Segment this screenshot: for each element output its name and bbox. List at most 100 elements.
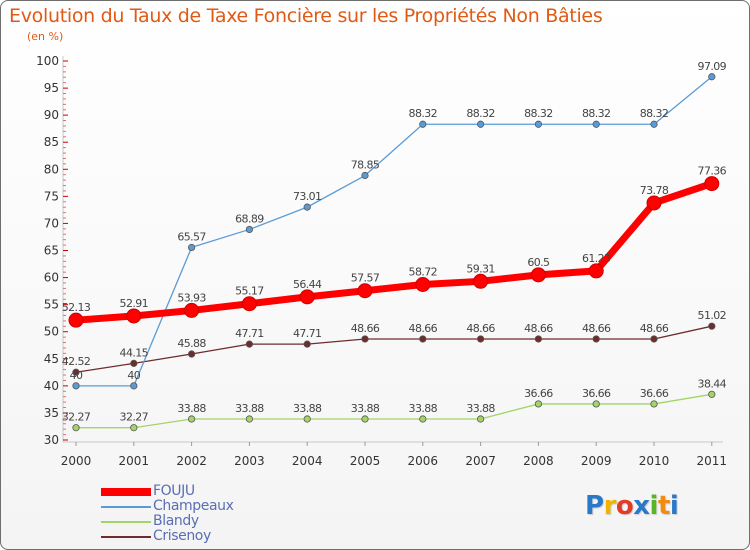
data-point-fouju [357, 283, 373, 299]
y-tick-label: 45 [44, 352, 59, 366]
data-label-fouju: 57.57 [351, 272, 380, 285]
series-layer [68, 73, 720, 432]
data-label-fouju: 61.23 [582, 252, 611, 265]
data-point-fouju [588, 263, 604, 279]
data-label-crisenoy: 48.66 [640, 322, 669, 335]
data-label-crisenoy: 51.02 [698, 309, 727, 322]
data-point-blandy [650, 400, 658, 408]
data-label-fouju: 52.13 [62, 301, 91, 314]
data-label-crisenoy: 47.71 [293, 327, 322, 340]
logo-letter: t [657, 491, 670, 521]
data-label-blandy: 32.27 [120, 411, 149, 424]
data-label-champeaux: 78.85 [351, 159, 380, 172]
data-label-blandy: 33.88 [409, 402, 438, 415]
data-labels-layer: 32.27 32.27 33.88 33.88 33.88 33.88 33.88 33.88… [62, 60, 727, 424]
logo-letter: i [649, 491, 659, 521]
series-line-champeaux [75, 76, 713, 387]
data-point-fouju [704, 176, 720, 192]
data-point-crisenoy [361, 335, 369, 343]
data-label-fouju: 56.44 [293, 278, 322, 291]
data-label-crisenoy: 48.66 [582, 322, 611, 335]
data-point-champeaux [245, 225, 253, 234]
data-label-champeaux: 73.01 [293, 190, 322, 203]
y-tick-label: 50 [44, 325, 59, 339]
data-point-blandy [534, 400, 543, 408]
data-point-champeaux [188, 243, 196, 252]
data-label-fouju: 60.5 [527, 256, 550, 269]
data-point-blandy [708, 390, 716, 398]
data-point-crisenoy [708, 322, 716, 330]
logo-letter: o [615, 491, 634, 521]
data-label-blandy: 36.66 [524, 387, 553, 400]
data-point-champeaux [476, 120, 485, 128]
data-point-blandy [476, 415, 485, 423]
data-point-blandy [72, 424, 80, 432]
data-point-crisenoy [476, 335, 485, 343]
logo-letter: r [603, 491, 617, 521]
y-tick-label: 60 [44, 271, 59, 285]
data-label-fouju: 55.17 [235, 285, 264, 298]
data-point-blandy [361, 415, 369, 423]
y-tick-label: 90 [44, 108, 59, 122]
data-point-champeaux [650, 120, 658, 128]
chart-title: Evolution du Taux de Taxe Foncière sur l… [9, 5, 603, 27]
data-label-champeaux: 88.32 [640, 107, 669, 120]
y-tick-label: 35 [44, 406, 59, 420]
data-point-crisenoy [72, 368, 80, 376]
data-label-fouju: 52.91 [120, 297, 149, 310]
y-tick-label: 40 [44, 379, 59, 393]
data-label-crisenoy: 42.52 [62, 355, 91, 368]
x-tick-label: 2000 [61, 454, 92, 468]
data-point-fouju [184, 302, 200, 318]
data-label-crisenoy: 44.15 [120, 346, 149, 359]
data-label-blandy: 32.27 [62, 411, 91, 424]
data-point-crisenoy [130, 359, 138, 367]
series-line-blandy [75, 393, 713, 429]
x-tick-label: 2003 [234, 454, 265, 468]
data-point-fouju [68, 312, 84, 328]
data-point-crisenoy [188, 350, 196, 358]
y-tick-label: 55 [44, 298, 59, 312]
legend-label: Crisenoy [153, 528, 211, 544]
data-label-fouju: 73.78 [640, 184, 669, 197]
data-label-blandy: 33.88 [466, 402, 495, 415]
data-point-crisenoy [419, 335, 427, 343]
data-label-blandy: 36.66 [582, 387, 611, 400]
series-line-fouju [72, 180, 716, 324]
chart-axes: 30 35 40 45 50 55 60 65 70 75 80 85 90 95 100 2000 2001 2… [36, 54, 727, 468]
x-tick-label: 2008 [523, 454, 554, 468]
data-point-fouju [646, 195, 662, 211]
data-label-crisenoy: 48.66 [409, 322, 438, 335]
data-label-fouju: 58.72 [409, 266, 438, 279]
y-tick-label: 30 [44, 433, 59, 447]
data-point-fouju [415, 277, 431, 293]
legend-swatch [101, 521, 151, 523]
data-point-blandy [592, 400, 600, 408]
data-label-blandy: 33.88 [177, 402, 206, 415]
y-tick-label: 100 [36, 54, 59, 68]
data-point-champeaux [534, 120, 543, 128]
data-point-crisenoy [245, 340, 253, 348]
data-point-crisenoy [592, 335, 600, 343]
data-label-fouju: 53.93 [177, 291, 206, 304]
data-point-crisenoy [650, 335, 658, 343]
data-label-blandy: 33.88 [235, 402, 264, 415]
data-label-champeaux: 97.09 [698, 60, 727, 73]
data-label-champeaux: 65.57 [177, 230, 206, 243]
x-tick-label: 2006 [408, 454, 439, 468]
data-label-crisenoy: 47.71 [235, 327, 264, 340]
series-line-crisenoy [75, 325, 713, 373]
y-tick-label: 95 [44, 81, 59, 95]
y-tick-label: 70 [44, 216, 59, 230]
legend-swatch [101, 488, 151, 496]
data-point-champeaux [72, 382, 80, 390]
x-tick-label: 2007 [465, 454, 496, 468]
data-point-fouju [530, 267, 546, 283]
chart-subtitle: (en %) [27, 30, 64, 43]
data-label-blandy: 33.88 [351, 402, 380, 415]
data-point-blandy [245, 415, 253, 423]
data-label-crisenoy: 48.66 [466, 322, 495, 335]
data-label-blandy: 38.44 [698, 377, 727, 390]
